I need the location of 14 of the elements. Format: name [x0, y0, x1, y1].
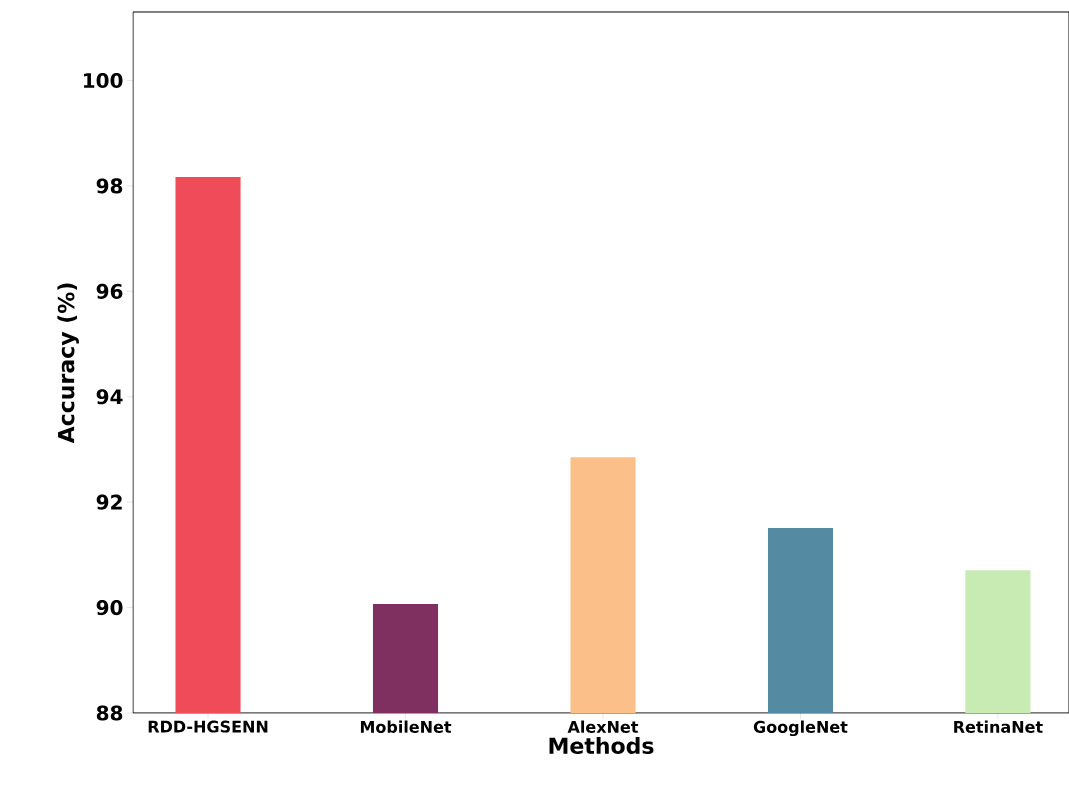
y-tick-label: 90	[96, 600, 123, 616]
x-tick-label: GoogleNet	[753, 720, 848, 737]
y-tick-label: 100	[83, 72, 123, 89]
y-tick-label: 92	[96, 494, 122, 510]
y-tick-label: 94	[96, 389, 123, 405]
x-tick-label: AlexNet	[567, 720, 639, 733]
x-tick-label: MobileNet	[360, 720, 452, 733]
x-tick-label: RDD-HGSENN	[148, 720, 268, 733]
y-tick-label: 96	[96, 283, 123, 299]
x-axis-title: Methods	[549, 736, 654, 755]
y-axis-title: Accuracy (%)	[57, 283, 79, 444]
y-tick-label: 88	[96, 705, 123, 721]
y-tick-label: 98	[96, 178, 123, 194]
x-tick-label: RetinaNet	[954, 720, 1043, 733]
